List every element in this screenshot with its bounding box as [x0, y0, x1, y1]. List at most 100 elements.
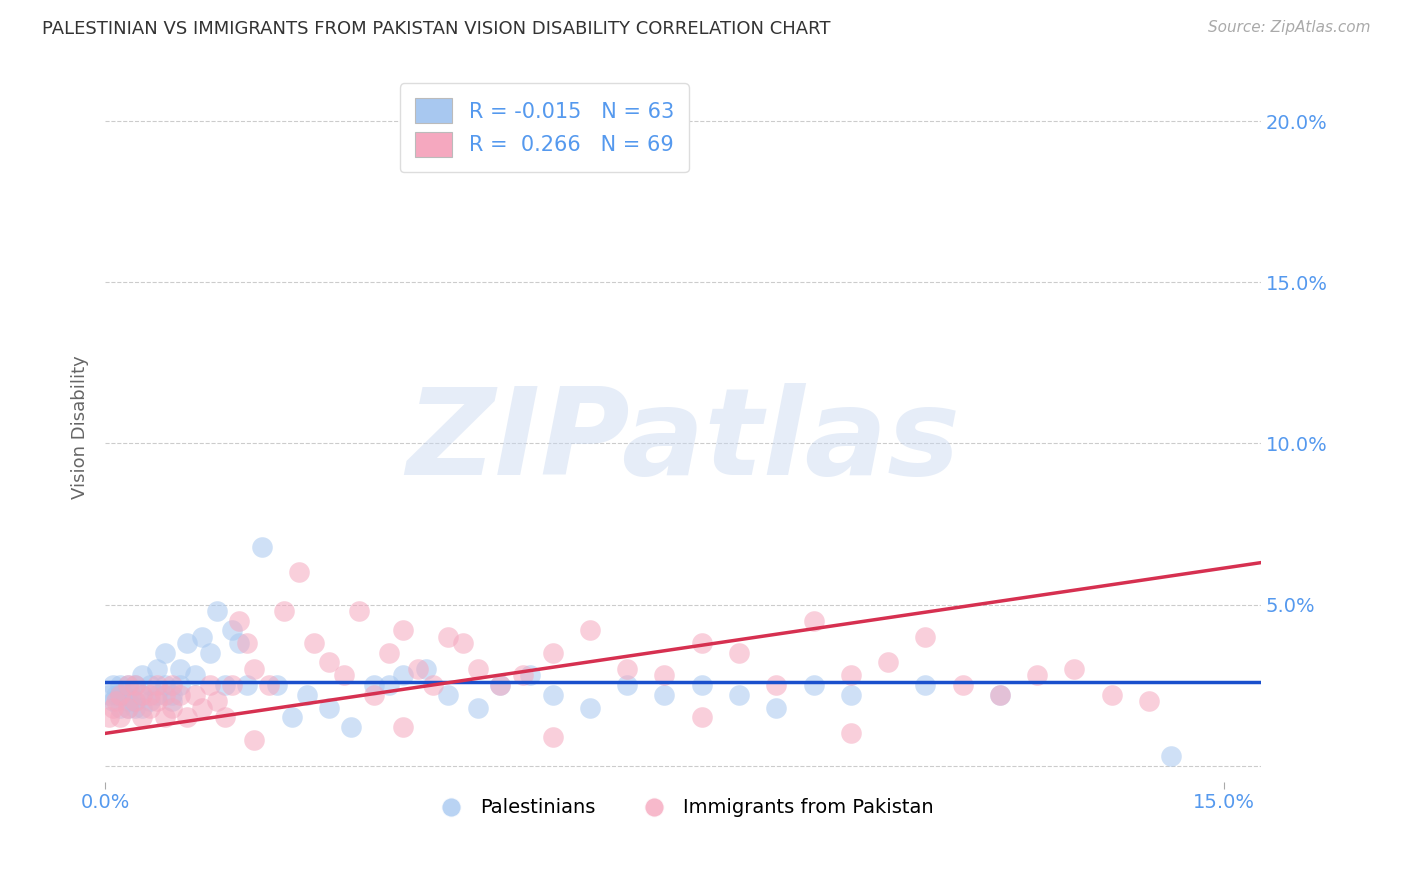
Point	[1101, 688, 1123, 702]
Point	[176, 636, 198, 650]
Point	[162, 688, 184, 702]
Point	[1026, 668, 1049, 682]
Point	[191, 630, 214, 644]
Legend: Palestinians, Immigrants from Pakistan: Palestinians, Immigrants from Pakistan	[425, 790, 942, 825]
Point	[415, 662, 437, 676]
Point	[117, 678, 139, 692]
Point	[765, 678, 787, 692]
Point	[839, 726, 862, 740]
Point	[236, 636, 259, 650]
Point	[124, 694, 146, 708]
Point	[654, 668, 676, 682]
Point	[257, 678, 280, 692]
Point	[162, 678, 184, 692]
Point	[914, 630, 936, 644]
Point	[333, 668, 356, 682]
Point	[952, 678, 974, 692]
Point	[519, 668, 541, 682]
Point	[988, 688, 1011, 702]
Point	[422, 678, 444, 692]
Point	[541, 730, 564, 744]
Point	[451, 636, 474, 650]
Point	[690, 710, 713, 724]
Point	[131, 688, 153, 702]
Point	[146, 694, 169, 708]
Point	[108, 710, 131, 724]
Point	[162, 694, 184, 708]
Point	[377, 678, 399, 692]
Point	[616, 678, 638, 692]
Point	[124, 678, 146, 692]
Point	[105, 694, 128, 708]
Point	[616, 662, 638, 676]
Point	[117, 700, 139, 714]
Point	[1063, 662, 1085, 676]
Text: PALESTINIAN VS IMMIGRANTS FROM PAKISTAN VISION DISABILITY CORRELATION CHART: PALESTINIAN VS IMMIGRANTS FROM PAKISTAN …	[42, 20, 831, 37]
Point	[153, 688, 176, 702]
Point	[803, 614, 825, 628]
Point	[988, 688, 1011, 702]
Point	[803, 678, 825, 692]
Point	[437, 688, 460, 702]
Point	[467, 700, 489, 714]
Point	[914, 678, 936, 692]
Text: Source: ZipAtlas.com: Source: ZipAtlas.com	[1208, 20, 1371, 35]
Point	[392, 720, 415, 734]
Point	[221, 678, 243, 692]
Point	[377, 646, 399, 660]
Point	[112, 688, 135, 702]
Point	[191, 700, 214, 714]
Point	[228, 636, 250, 650]
Point	[117, 678, 139, 692]
Point	[153, 646, 176, 660]
Point	[467, 662, 489, 676]
Point	[437, 630, 460, 644]
Point	[139, 678, 162, 692]
Point	[839, 688, 862, 702]
Point	[101, 700, 124, 714]
Point	[392, 624, 415, 638]
Point	[153, 678, 176, 692]
Point	[363, 688, 385, 702]
Point	[108, 688, 131, 702]
Point	[146, 662, 169, 676]
Point	[108, 678, 131, 692]
Point	[1137, 694, 1160, 708]
Point	[105, 688, 128, 702]
Point	[728, 688, 751, 702]
Point	[489, 678, 512, 692]
Point	[690, 678, 713, 692]
Point	[318, 700, 340, 714]
Y-axis label: Vision Disability: Vision Disability	[72, 355, 89, 500]
Point	[295, 688, 318, 702]
Point	[205, 604, 228, 618]
Point	[139, 694, 162, 708]
Point	[108, 688, 131, 702]
Point	[318, 656, 340, 670]
Point	[153, 710, 176, 724]
Point	[1160, 748, 1182, 763]
Point	[120, 688, 142, 702]
Point	[363, 678, 385, 692]
Point	[243, 662, 266, 676]
Point	[541, 688, 564, 702]
Point	[162, 700, 184, 714]
Point	[512, 668, 534, 682]
Point	[131, 700, 153, 714]
Point	[131, 688, 153, 702]
Point	[205, 694, 228, 708]
Point	[183, 688, 205, 702]
Point	[117, 694, 139, 708]
Point	[654, 688, 676, 702]
Point	[97, 710, 120, 724]
Point	[877, 656, 900, 670]
Point	[214, 710, 236, 724]
Point	[236, 678, 259, 692]
Point	[101, 694, 124, 708]
Point	[839, 668, 862, 682]
Point	[221, 624, 243, 638]
Point	[302, 636, 325, 650]
Point	[117, 700, 139, 714]
Point	[108, 700, 131, 714]
Point	[228, 614, 250, 628]
